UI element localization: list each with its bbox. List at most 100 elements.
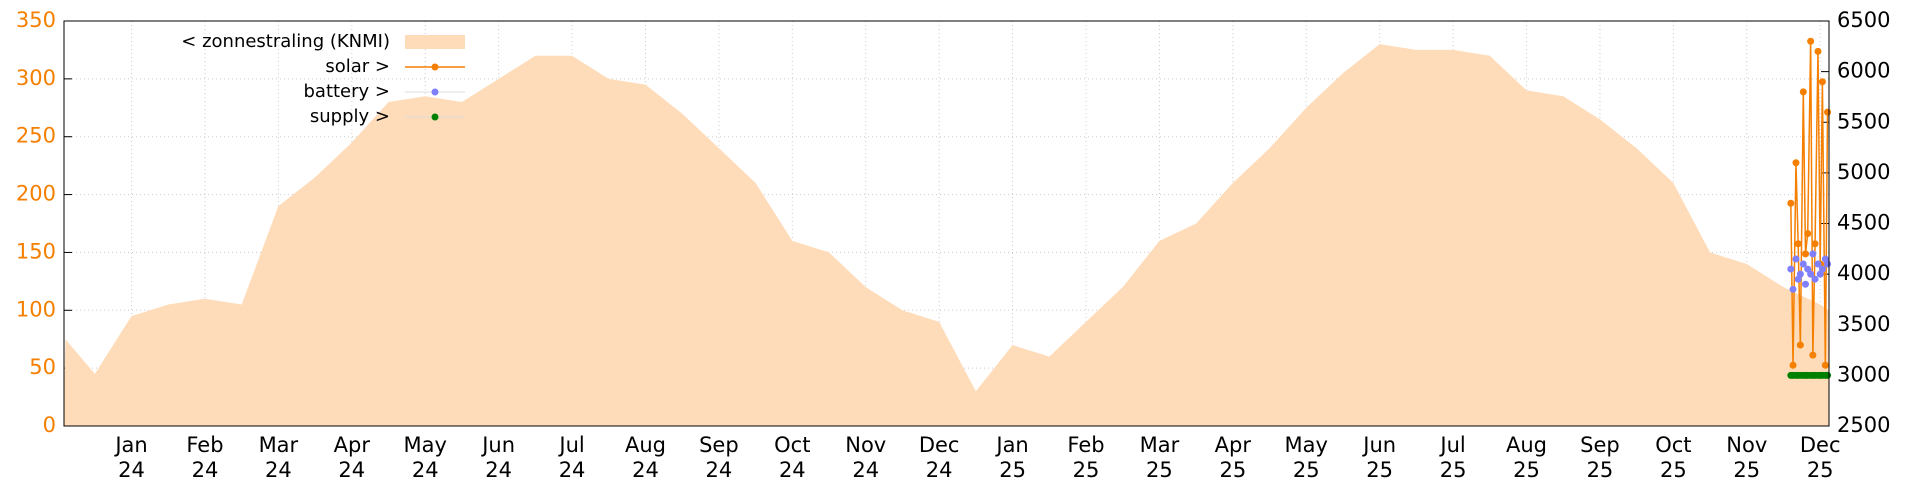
data-point [1802,250,1810,258]
x-tick-label: 24 [632,458,659,480]
y-tick-label: 350 [16,8,56,32]
x-tick-label: Jun [1361,433,1396,457]
data-point [1802,280,1810,288]
x-tick-label: 25 [1146,458,1173,480]
data-point [1804,230,1812,238]
y-tick-label: 50 [29,355,56,379]
y2-tick-label: 6500 [1837,8,1890,32]
y2-tick-label: 4000 [1837,261,1890,285]
x-tick-label: Nov [1726,433,1767,457]
x-tick-label: Aug [625,433,666,457]
data-point [1807,270,1815,278]
x-tick-label: Sep [1580,433,1620,457]
data-point [1792,159,1800,167]
x-tick-label: 25 [1513,458,1540,480]
x-tick-label: Nov [845,433,886,457]
x-tick-label: Apr [1215,433,1252,457]
data-point [1789,285,1797,293]
legend-label: battery > [303,81,390,102]
data-point [1796,341,1804,349]
x-tick-label: May [404,433,447,457]
x-tick-label: Jan [113,433,147,457]
x-tick-label: 25 [1807,458,1834,480]
x-tick-label: 24 [118,458,145,480]
y2-tick-label: 2500 [1837,413,1890,437]
x-tick-label: 24 [926,458,953,480]
x-tick-label: Aug [1506,433,1547,457]
legend-label: supply > [310,106,390,127]
y2-tick-label: 5500 [1837,109,1890,133]
x-tick-label: Oct [1655,433,1691,457]
data-point [1818,78,1826,86]
x-tick-label: Jul [1438,433,1465,457]
x-tick-label: 25 [1366,458,1393,480]
data-point [1809,250,1817,258]
x-tick-label: 25 [1587,458,1614,480]
y2-tick-label: 3000 [1837,362,1890,386]
data-point [1821,361,1829,369]
x-tick-label: Dec [1800,433,1841,457]
y2-tick-label: 6000 [1837,59,1890,83]
data-point [1811,240,1819,248]
legend-label: solar > [325,56,390,77]
x-tick-label: Dec [919,433,960,457]
legend-swatch [431,113,439,121]
x-tick-label: 24 [338,458,365,480]
data-point [1824,371,1832,379]
legend-swatch [405,35,465,49]
x-tick-label: 24 [852,458,879,480]
data-point [1799,88,1807,96]
x-tick-label: Apr [334,433,371,457]
y-tick-label: 200 [16,182,56,206]
x-tick-label: Jan [994,433,1028,457]
y-tick-label: 100 [16,297,56,321]
plot-frame [63,20,1830,427]
x-tick-label: 24 [192,458,219,480]
data-point [1799,260,1807,268]
x-tick-label: Feb [1067,433,1104,457]
x-tick-label: 25 [999,458,1026,480]
x-tick-label: Mar [259,433,299,457]
x-tick-label: 25 [1293,458,1320,480]
x-tick-label: Jul [557,433,584,457]
x-tick-label: Oct [774,433,810,457]
data-point [1789,361,1797,369]
data-point [1787,265,1795,273]
data-point [1818,265,1826,273]
x-tick-label: 25 [1733,458,1760,480]
data-point [1809,351,1817,359]
y-tick-label: 300 [16,66,56,90]
x-tick-label: Feb [186,433,223,457]
y-tick-label: 0 [43,413,56,437]
x-tick-label: May [1285,433,1328,457]
legend-label: < zonnestraling (KNMI) [181,31,390,52]
data-point [1814,260,1822,268]
y2-tick-label: 3500 [1837,312,1890,336]
x-tick-label: 25 [1440,458,1467,480]
data-point [1811,275,1819,283]
x-tick-label: 25 [1073,458,1100,480]
x-tick-label: 24 [779,458,806,480]
x-tick-label: 25 [1219,458,1246,480]
x-tick-label: 25 [1660,458,1687,480]
x-tick-label: 24 [412,458,439,480]
x-tick-label: Sep [699,433,739,457]
y-tick-label: 150 [16,239,56,263]
legend-swatch [431,88,439,96]
x-tick-label: Mar [1140,433,1180,457]
y-tick-label: 250 [16,124,56,148]
x-tick-label: Jun [480,433,515,457]
data-point [1804,265,1812,273]
x-tick-label: 24 [265,458,292,480]
y2-tick-label: 5000 [1837,160,1890,184]
radiation-area [64,44,1829,427]
data-point [1796,270,1804,278]
y2-tick-label: 4500 [1837,211,1890,235]
data-point [1807,37,1815,45]
legend-swatch [431,63,439,71]
x-tick-label: 24 [559,458,586,480]
data-point [1824,108,1832,116]
series-line [1790,41,1829,366]
